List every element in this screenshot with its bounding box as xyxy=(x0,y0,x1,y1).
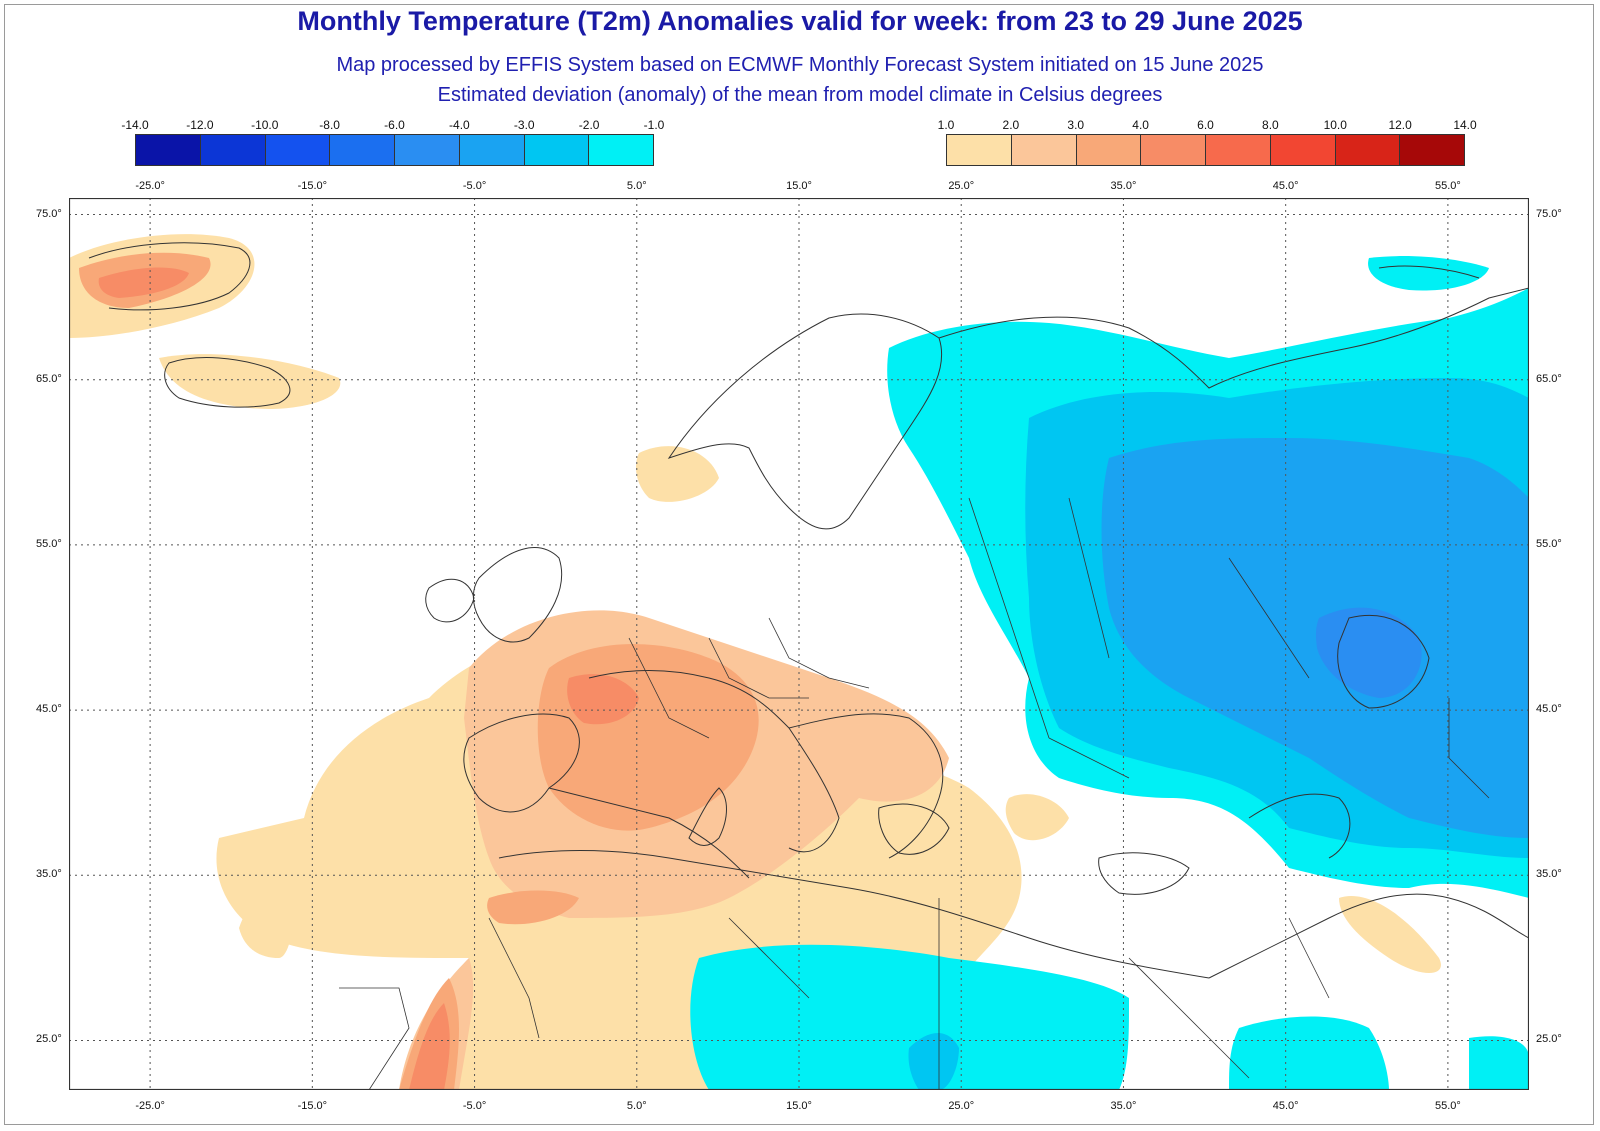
legend-tick-label: -4.0 xyxy=(449,118,470,132)
legend-tick-label: -6.0 xyxy=(384,118,405,132)
legend-warm-colorbar xyxy=(946,134,1465,166)
legend-swatch xyxy=(459,135,525,165)
right-latitude-label: 75.0° xyxy=(1536,207,1562,220)
cold-anomaly-level3 xyxy=(1101,438,1529,838)
map-title: Monthly Temperature (T2m) Anomalies vali… xyxy=(297,6,1303,36)
legend-swatch xyxy=(1076,135,1142,165)
legend-cold-colorbar xyxy=(135,134,654,166)
legend-tick-label: 1.0 xyxy=(937,118,955,132)
legend-swatch xyxy=(200,135,266,165)
top-longitude-label: 25.0° xyxy=(948,180,975,192)
top-longitude-label: -25.0° xyxy=(135,180,165,192)
legend-tick-label: -14.0 xyxy=(121,118,149,132)
legend-swatch xyxy=(265,135,331,165)
coastlines xyxy=(88,242,1529,979)
legend-swatch xyxy=(136,135,201,165)
left-latitude-label: 45.0° xyxy=(36,703,62,716)
legend-swatch xyxy=(1335,135,1401,165)
legend-tick-label: 14.0 xyxy=(1453,118,1477,132)
legend-tick-label: 10.0 xyxy=(1323,118,1347,132)
legend-tick-label: -8.0 xyxy=(319,118,340,132)
legend-tick-label: -3.0 xyxy=(513,118,535,132)
legend-tick-label: -10.0 xyxy=(251,118,279,132)
bottom-longitude-label: 15.0° xyxy=(786,1100,812,1112)
top-longitude-label: -15.0° xyxy=(297,180,328,192)
cold-anomaly-level4 xyxy=(1315,607,1422,698)
top-longitude-label: -5.0° xyxy=(462,180,487,192)
legend-tick-label: 6.0 xyxy=(1197,118,1214,132)
legend-swatch xyxy=(1400,135,1464,165)
warm-anomaly-level4 xyxy=(409,674,639,1090)
legend-swatch xyxy=(395,135,460,165)
bottom-longitude-label: 35.0° xyxy=(1110,1100,1137,1112)
map-border xyxy=(69,198,1529,1090)
top-longitude-label: 35.0° xyxy=(1110,180,1137,192)
legend-swatch xyxy=(1141,135,1206,165)
legend-tick-label: 4.0 xyxy=(1132,118,1149,132)
top-longitude-label: 15.0° xyxy=(786,180,812,192)
bottom-longitude-label: 5.0° xyxy=(626,1100,647,1112)
right-latitude-label: 35.0° xyxy=(1536,868,1562,881)
right-latitude-label: 55.0° xyxy=(1536,537,1562,550)
legend-swatch xyxy=(330,135,395,165)
legend-swatch xyxy=(589,135,653,165)
map-gridlines xyxy=(69,198,1529,1090)
bottom-longitude-label: 25.0° xyxy=(948,1100,975,1112)
right-latitude-label: 25.0° xyxy=(1536,1033,1562,1046)
anomaly-map xyxy=(69,198,1529,1090)
legend-swatch xyxy=(524,135,590,165)
legend-tick-label: 3.0 xyxy=(1067,118,1085,132)
bottom-longitude-label: 45.0° xyxy=(1272,1100,1299,1112)
top-longitude-label: 5.0° xyxy=(626,180,647,192)
country-borders xyxy=(339,497,1490,1090)
legend-swatch xyxy=(947,135,1012,165)
top-longitude-label: 45.0° xyxy=(1272,180,1299,192)
bottom-longitude-label: -25.0° xyxy=(135,1100,165,1112)
right-latitude-label: 45.0° xyxy=(1536,703,1562,716)
legend-swatch xyxy=(1270,135,1336,165)
left-latitude-label: 25.0° xyxy=(36,1033,62,1046)
figure-frame xyxy=(4,4,1594,1125)
left-latitude-label: 55.0° xyxy=(36,537,62,550)
legend-swatch xyxy=(1011,135,1077,165)
left-latitude-label: 35.0° xyxy=(36,868,62,881)
legend-tick-label: 2.0 xyxy=(1002,118,1020,132)
left-latitude-label: 65.0° xyxy=(36,372,62,385)
bottom-longitude-label: 55.0° xyxy=(1434,1100,1461,1112)
legend-tick-label: 12.0 xyxy=(1388,118,1412,132)
right-latitude-label: 65.0° xyxy=(1536,372,1562,385)
bottom-longitude-label: -15.0° xyxy=(297,1100,328,1112)
top-longitude-label: 55.0° xyxy=(1434,180,1461,192)
bottom-longitude-label: -5.0° xyxy=(462,1100,487,1112)
map-subtitle-source: Map processed by EFFIS System based on E… xyxy=(336,54,1264,76)
legend-tick-label: 8.0 xyxy=(1262,118,1279,132)
map-subtitle-units: Estimated deviation (anomaly) of the mea… xyxy=(437,84,1163,106)
legend-tick-label: -2.0 xyxy=(578,118,600,132)
legend-tick-label: -1.0 xyxy=(643,118,665,132)
left-latitude-label: 75.0° xyxy=(36,207,62,220)
legend-tick-label: -12.0 xyxy=(186,118,214,132)
legend-swatch xyxy=(1206,135,1271,165)
